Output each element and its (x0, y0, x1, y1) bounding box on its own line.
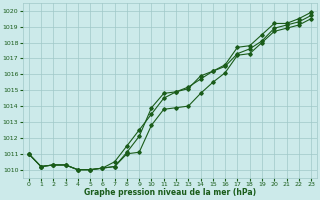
X-axis label: Graphe pression niveau de la mer (hPa): Graphe pression niveau de la mer (hPa) (84, 188, 256, 197)
